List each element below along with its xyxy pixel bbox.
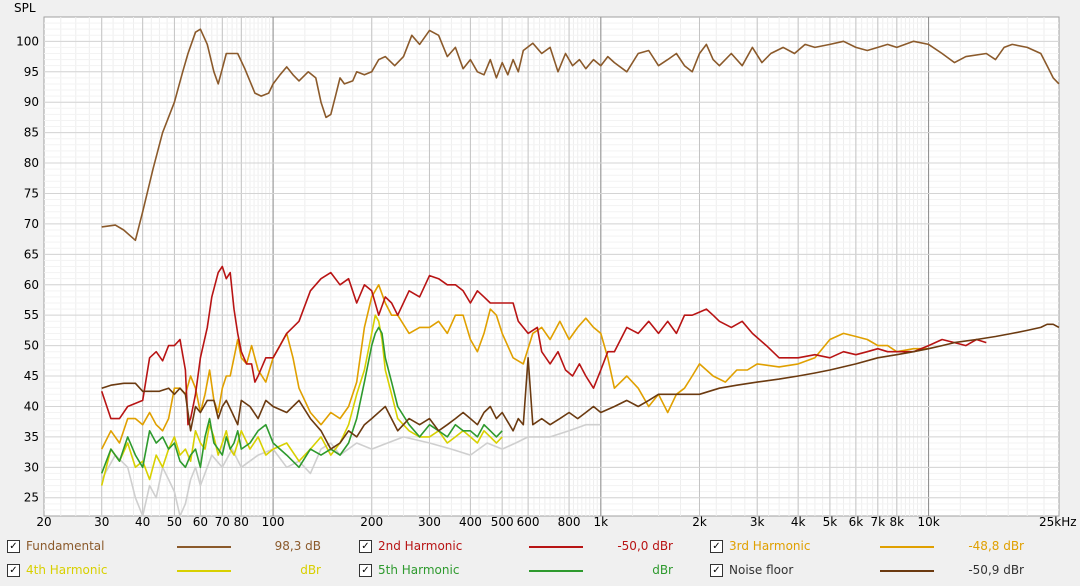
y-tick-label: 70: [24, 217, 39, 231]
x-tick-label: 70: [215, 515, 230, 529]
legend-label: 4th Harmonic: [26, 563, 108, 577]
x-tick-label: 80: [234, 515, 249, 529]
legend-row-1: ✓ Fundamental 98,3 dB ✓ 2nd Harmonic -50…: [0, 536, 1080, 560]
y-tick-label: 40: [24, 399, 39, 413]
x-tick-label: 5k: [823, 515, 838, 529]
y-tick-label: 50: [24, 339, 39, 353]
legend-row-2: ✓ 4th Harmonic dBr ✓ 5th Harmonic dBr ✓ …: [0, 560, 1080, 584]
spl-chart: 20 30 40 50 60 70 80 100 200 300 400 500 600 800 1k 2k 3…: [14, 1, 1077, 529]
legend-item-fundamental[interactable]: ✓ Fundamental 98,3 dB: [7, 536, 357, 560]
legend-label: 2nd Harmonic: [378, 539, 463, 553]
x-tick-label: 25kHz: [1039, 515, 1077, 529]
legend-swatch: [529, 546, 583, 548]
legend-swatch: [880, 546, 934, 548]
legend-value: -50,0 dBr: [617, 539, 673, 553]
legend-item-noise-floor[interactable]: ✓ Noise floor -50,9 dBr: [710, 560, 1060, 584]
series-line-0: [101, 28, 1060, 242]
legend-value: dBr: [300, 563, 321, 577]
checkbox-icon[interactable]: ✓: [359, 540, 372, 553]
x-tick-label: 50: [167, 515, 182, 529]
x-tick-label: 500: [491, 515, 514, 529]
y-tick-label: 95: [24, 65, 39, 79]
y-tick-label: 90: [24, 95, 39, 109]
x-tick-label: 300: [418, 515, 441, 529]
legend-label: 3rd Harmonic: [729, 539, 811, 553]
y-tick-label: 75: [24, 186, 39, 200]
legend-label: Fundamental: [26, 539, 105, 553]
series-line-2: [100, 284, 929, 450]
y-tick-label: 55: [24, 308, 39, 322]
x-tick-label: 30: [94, 515, 109, 529]
x-tick-label: 600: [517, 515, 540, 529]
legend-value: -50,9 dBr: [968, 563, 1024, 577]
y-tick-label: 35: [24, 430, 39, 444]
x-tick-label: 60: [193, 515, 208, 529]
legend-swatch: [880, 570, 934, 572]
y-tick-label: 60: [24, 278, 39, 292]
checkbox-icon[interactable]: ✓: [710, 540, 723, 553]
x-axis-ticks: 20 30 40 50 60 70 80 100 200 300 400 500 600 800 1k 2k 3…: [36, 515, 1076, 529]
x-tick-label: 6k: [849, 515, 864, 529]
y-axis-label: SPL: [14, 1, 36, 15]
x-tick-label: 8k: [890, 515, 905, 529]
legend: ✓ Fundamental 98,3 dB ✓ 2nd Harmonic -50…: [0, 536, 1080, 586]
legend-item-4th-harmonic[interactable]: ✓ 4th Harmonic dBr: [7, 560, 357, 584]
legend-value: 98,3 dB: [274, 539, 321, 553]
y-tick-label: 45: [24, 369, 39, 383]
y-tick-label: 30: [24, 460, 39, 474]
series-line-4: [100, 326, 503, 474]
checkbox-icon[interactable]: ✓: [710, 564, 723, 577]
y-tick-label: 80: [24, 156, 39, 170]
major-grid: [44, 17, 1059, 516]
x-tick-label: 200: [360, 515, 383, 529]
series-line-5: [101, 323, 1060, 450]
y-tick-label: 65: [24, 247, 39, 261]
series-line-1: [100, 265, 987, 426]
x-tick-label: 100: [262, 515, 285, 529]
series-line-3: [100, 314, 503, 486]
series-layer: [100, 28, 1060, 517]
y-tick-label: 85: [24, 126, 39, 140]
legend-label: Noise floor: [729, 563, 794, 577]
legend-item-5th-harmonic[interactable]: ✓ 5th Harmonic dBr: [359, 560, 709, 584]
x-tick-label: 4k: [791, 515, 806, 529]
legend-item-3rd-harmonic[interactable]: ✓ 3rd Harmonic -48,8 dBr: [710, 536, 1060, 560]
y-tick-label: 25: [24, 491, 39, 505]
x-tick-label: 7k: [871, 515, 886, 529]
legend-swatch: [177, 570, 231, 572]
y-axis-ticks: 25 30 35 40 45 50 55 60 65 70 75 80 85 90 95 100: [16, 34, 39, 504]
legend-swatch: [177, 546, 231, 548]
x-tick-label: 1k: [594, 515, 609, 529]
legend-value: dBr: [652, 563, 673, 577]
legend-value: -48,8 dBr: [968, 539, 1024, 553]
legend-swatch: [529, 570, 583, 572]
x-tick-label: 40: [135, 515, 150, 529]
legend-label: 5th Harmonic: [378, 563, 460, 577]
checkbox-icon[interactable]: ✓: [7, 540, 20, 553]
checkbox-icon[interactable]: ✓: [359, 564, 372, 577]
x-tick-label: 3k: [750, 515, 765, 529]
x-tick-label: 2k: [692, 515, 707, 529]
x-tick-label: 20: [36, 515, 51, 529]
legend-item-2nd-harmonic[interactable]: ✓ 2nd Harmonic -50,0 dBr: [359, 536, 709, 560]
x-tick-label: 400: [459, 515, 482, 529]
checkbox-icon[interactable]: ✓: [7, 564, 20, 577]
x-tick-label: 800: [558, 515, 581, 529]
x-tick-label: 10k: [917, 515, 939, 529]
y-tick-label: 100: [16, 34, 39, 48]
